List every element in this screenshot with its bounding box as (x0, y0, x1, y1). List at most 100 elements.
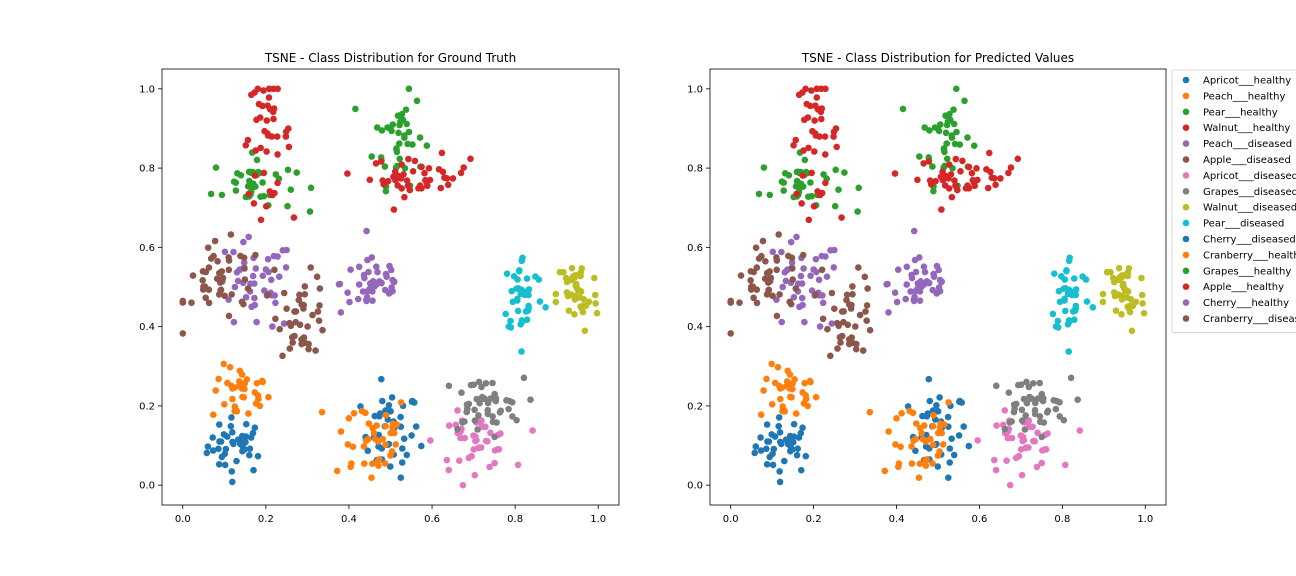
legend-item: Apple___healthy (1182, 282, 1284, 293)
scatter-point (401, 193, 408, 201)
scatter-point (470, 446, 478, 453)
scatter-point (1036, 379, 1043, 387)
scatter-point (445, 466, 453, 474)
scatter-point (818, 105, 826, 112)
scatter-point (910, 227, 918, 235)
scatter-point (993, 422, 1000, 429)
scatter-point (240, 300, 247, 308)
scatter-point (454, 425, 461, 433)
scatter-point (789, 446, 796, 453)
scatter-point (787, 393, 794, 401)
scatter-point (1015, 452, 1023, 460)
scatter-point (800, 147, 807, 154)
scatter-point (1140, 309, 1148, 317)
scatter-point (237, 252, 244, 260)
scatter-point (747, 277, 754, 284)
scatter-point (922, 462, 930, 470)
scatter-point (820, 171, 827, 178)
scatter-point (205, 299, 213, 307)
scatter-point (524, 287, 532, 295)
scatter-point (241, 385, 248, 393)
scatter-point (916, 460, 924, 468)
y-tick-label: 0.6 (139, 243, 155, 254)
scatter-point (753, 299, 761, 307)
scatter-point (382, 411, 390, 419)
scatter-point (518, 348, 525, 355)
scatter-point (1120, 284, 1128, 291)
scatter-point (218, 191, 226, 199)
scatter-point (523, 275, 531, 282)
scatter-point (449, 175, 457, 182)
scatter-point (933, 402, 940, 409)
scatter-point (361, 460, 368, 467)
scatter-point (934, 289, 941, 296)
scatter-point (368, 153, 376, 160)
scatter-point (313, 273, 321, 281)
legend-marker (1182, 76, 1190, 84)
scatter-point (920, 263, 928, 271)
scatter-point (520, 374, 528, 382)
scatter-point (360, 443, 368, 450)
scatter-point (381, 163, 389, 170)
scatter-point (1001, 407, 1009, 414)
scatter-point (401, 134, 408, 141)
scatter-point (393, 145, 400, 152)
scatter-point (573, 284, 581, 291)
scatter-point (225, 312, 233, 320)
scatter-point (260, 87, 267, 94)
scatter-point (552, 290, 560, 298)
scatter-point (812, 255, 820, 263)
scatter-point (1036, 418, 1044, 426)
scatter-point (1038, 459, 1046, 467)
scatter-point (953, 128, 960, 136)
scatter-point (766, 453, 773, 461)
scatter-point (189, 272, 197, 279)
scatter-point (210, 411, 217, 419)
scatter-point (961, 97, 968, 105)
scatter-point (838, 308, 846, 315)
scatter-point (849, 291, 856, 298)
scatter-point (1031, 438, 1038, 445)
scatter-point (1023, 399, 1031, 407)
scatter-point (885, 428, 892, 435)
scatter-point (810, 203, 818, 210)
scatter-point (750, 294, 757, 302)
scatter-point (1063, 267, 1070, 275)
scatter-point (316, 285, 324, 292)
legend-marker (1182, 251, 1190, 259)
scatter-point (1025, 383, 1033, 391)
legend-item: Grapes___healthy (1182, 266, 1291, 277)
scatter-point (179, 330, 187, 337)
scatter-point (950, 451, 958, 459)
scatter-point (752, 244, 760, 251)
scatter-point (727, 330, 734, 337)
scatter-point (402, 106, 410, 113)
scatter-point (801, 156, 809, 164)
scatter-point (1042, 446, 1050, 453)
scatter-point (752, 443, 760, 450)
scatter-point (812, 393, 820, 401)
scatter-point (262, 203, 270, 210)
scatter-point (935, 266, 942, 274)
scatter-point (268, 276, 275, 284)
scatter-point (495, 446, 503, 453)
scatter-point (460, 164, 468, 171)
legend-label: Grapes___diseased (1203, 187, 1296, 198)
scatter-point (438, 149, 446, 157)
scatter-point (280, 289, 288, 297)
scatter-point (471, 471, 479, 479)
scatter-point (806, 377, 814, 385)
axes-frame (161, 68, 620, 506)
scatter-point (369, 278, 377, 285)
scatter-point (347, 463, 355, 471)
scatter-point (220, 431, 228, 438)
scatter-point (911, 256, 919, 264)
scatter-point (789, 265, 796, 272)
scatter-point (509, 298, 517, 306)
scatter-point (908, 443, 915, 450)
scatter-point (1110, 289, 1118, 296)
scatter-point (392, 441, 400, 448)
scatter-point (815, 276, 823, 284)
scatter-point (517, 290, 525, 298)
scatter-point (362, 409, 369, 417)
